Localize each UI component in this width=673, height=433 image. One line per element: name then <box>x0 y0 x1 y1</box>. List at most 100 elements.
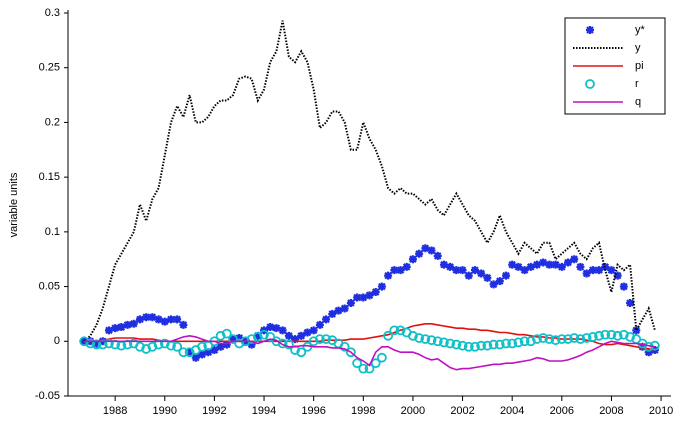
star-marker <box>135 315 144 324</box>
star-marker <box>111 324 120 333</box>
star-marker <box>570 255 579 264</box>
star-marker <box>582 269 591 278</box>
circle-marker <box>470 341 480 352</box>
circle-marker <box>457 340 468 351</box>
star-marker <box>173 315 182 324</box>
circle-marker <box>451 339 462 350</box>
x-tick-label: 2006 <box>550 405 574 417</box>
x-tick-label: 2002 <box>450 405 474 417</box>
star-marker <box>328 309 337 318</box>
star-marker <box>632 326 641 335</box>
star-marker <box>148 313 157 322</box>
star-marker <box>390 266 399 275</box>
star-marker <box>402 262 411 271</box>
x-tick-label: 1992 <box>202 405 226 417</box>
star-marker <box>588 266 597 275</box>
star-marker <box>545 260 554 269</box>
star-marker <box>253 331 262 340</box>
circle-marker <box>370 358 381 369</box>
star-marker <box>483 273 492 282</box>
star-marker <box>477 269 486 278</box>
star-marker <box>166 315 175 324</box>
star-marker <box>539 258 548 267</box>
star-marker <box>185 348 194 357</box>
x-tick-label: 2000 <box>401 405 425 417</box>
circle-marker <box>556 334 567 344</box>
star-marker <box>284 331 293 340</box>
y-tick-label: -0.05 <box>35 390 60 402</box>
circle-marker <box>308 336 319 347</box>
circle-marker <box>426 335 437 346</box>
circle-marker <box>259 329 269 340</box>
legend: y* y pi rq <box>564 17 666 115</box>
circle-marker <box>85 338 96 349</box>
star-marker <box>340 304 349 313</box>
star-marker <box>526 262 535 271</box>
star-marker <box>247 340 256 349</box>
star-marker <box>210 346 219 355</box>
circle-marker <box>432 336 443 347</box>
star-marker <box>396 266 405 275</box>
x-tick-label: 1998 <box>351 405 375 417</box>
star-marker <box>315 320 324 329</box>
star-marker <box>198 350 206 359</box>
star-marker <box>557 262 566 271</box>
circle-marker <box>482 340 493 351</box>
star-marker <box>129 319 138 328</box>
star-marker <box>551 260 560 269</box>
circle-marker <box>314 334 325 344</box>
star-marker <box>619 282 628 291</box>
star-marker <box>464 271 473 280</box>
circle-marker <box>197 341 207 352</box>
circle-marker <box>569 333 580 343</box>
x-tick-label: 1988 <box>103 405 127 417</box>
star-marker <box>92 339 101 348</box>
circle-marker <box>575 334 586 344</box>
y-tick-label: 0.05 <box>39 280 60 292</box>
star-marker <box>346 298 355 307</box>
x-tick-label: 1994 <box>252 405 276 417</box>
star-marker <box>446 262 455 271</box>
star-marker <box>489 280 498 289</box>
star-marker <box>439 260 448 269</box>
circle-marker <box>519 336 530 347</box>
circle-marker <box>395 325 406 336</box>
circle-marker <box>228 334 238 344</box>
star-marker <box>222 340 231 349</box>
circle-marker <box>321 334 331 344</box>
legend-label: pi <box>635 60 644 72</box>
legend-swatch <box>585 79 595 89</box>
star-marker <box>235 334 244 343</box>
circle-marker <box>277 338 288 349</box>
circle-marker <box>389 325 400 336</box>
star-marker <box>384 271 393 280</box>
star-marker <box>142 313 151 322</box>
star-marker <box>359 293 368 302</box>
y-tick-label: 0.2 <box>45 116 60 128</box>
star-marker <box>353 293 362 302</box>
circle-marker <box>563 334 573 344</box>
star-marker <box>533 260 541 269</box>
star-marker <box>191 353 200 362</box>
circle-marker <box>408 330 418 341</box>
star-marker <box>495 277 504 286</box>
circle-marker <box>445 338 456 349</box>
star-marker <box>564 258 573 267</box>
series-line <box>84 323 656 351</box>
circle-marker <box>339 341 350 352</box>
circle-marker <box>612 330 623 341</box>
star-marker <box>613 271 622 280</box>
circle-marker <box>246 334 257 344</box>
circle-marker <box>439 337 449 348</box>
y-tick-label: 0.15 <box>39 171 60 183</box>
star-marker <box>415 249 424 258</box>
circle-marker <box>618 329 629 340</box>
star-marker <box>278 326 287 335</box>
star-marker <box>117 323 126 332</box>
y-tick-label: 0.3 <box>45 7 60 19</box>
x-tick-label: 2010 <box>649 405 673 417</box>
star-marker <box>204 348 213 357</box>
circle-marker <box>215 330 226 341</box>
circle-marker <box>587 332 598 342</box>
